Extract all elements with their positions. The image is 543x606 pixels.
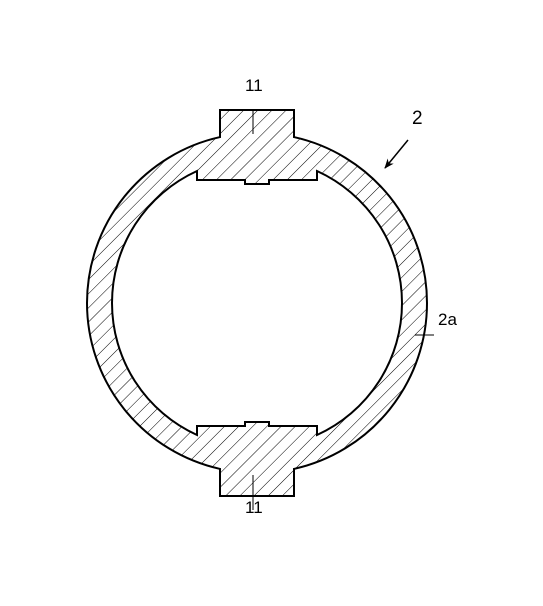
leader-part-arrow xyxy=(385,140,408,168)
label-bottom-notch: 11 xyxy=(245,498,263,518)
label-wall: 2a xyxy=(438,310,457,330)
label-top-notch: 11 xyxy=(245,76,263,96)
label-part: 2 xyxy=(412,108,423,130)
ring-body xyxy=(87,110,427,496)
cross-section-diagram xyxy=(0,0,543,606)
